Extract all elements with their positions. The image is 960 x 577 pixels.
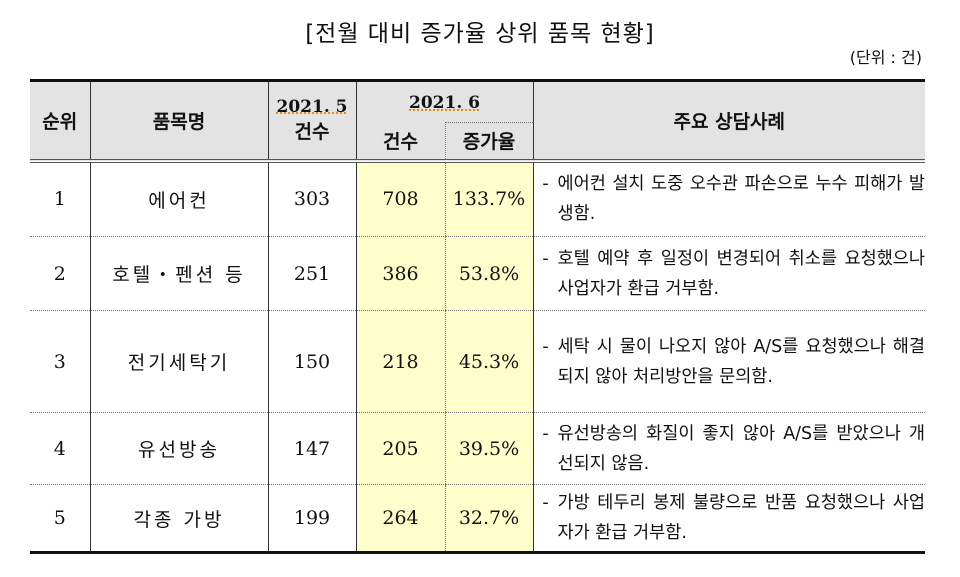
bullet-dash: - <box>542 174 549 195</box>
table-row: 1 에어컨 303 708 133.7% - 에어컨 설치 도중 오수관 파손으로… <box>30 160 926 237</box>
case-text: 가방 테두리 봉제 불량으로 반품 요청했으나 사업자가 환급 거부함. <box>557 493 926 543</box>
prev-count-label: 건수 <box>294 120 330 143</box>
increase-rate-cell: 133.7% <box>444 160 534 237</box>
increase-rate-table: 순위 품목명 2021. 5 건수 2021. 6 주요 상담사례 건수 증가율… <box>30 79 926 554</box>
table-row: 3 전기세탁기 150 218 45.3% - 세탁 시 물이 나오지 않아 A/… <box>30 310 926 413</box>
rank-cell: 2 <box>30 236 90 311</box>
table-row: 5 각종 가방 199 264 32.7% - 가방 테두리 봉제 불량으로 반품… <box>30 484 926 554</box>
increase-rate-cell: 53.8% <box>444 236 534 311</box>
case-cell: - 유선방송의 화질이 좋지 않아 A/S를 받았으나 개선되지 않음. <box>532 412 926 485</box>
table-row: 2 호텔・펜션 등 251 386 53.8% - 호텔 예약 후 일정이 변경되… <box>30 236 926 311</box>
item-cell: 각종 가방 <box>89 484 268 554</box>
table-row: 4 유선방송 147 205 39.5% - 유선방송의 화질이 좋지 않아 A/… <box>30 412 926 485</box>
rank-cell: 3 <box>30 310 90 413</box>
prev-month-label: 2021. 5 <box>276 96 348 117</box>
rank-cell: 1 <box>30 160 90 237</box>
curr-count-cell: 264 <box>355 484 445 554</box>
prev-count-cell: 251 <box>267 236 356 311</box>
curr-count-cell: 386 <box>355 236 445 311</box>
unit-label: (단위 : 건) <box>849 48 922 67</box>
item-cell: 에어컨 <box>89 160 268 237</box>
increase-rate-cell: 32.7% <box>444 484 534 554</box>
header-prev-month: 2021. 5 건수 <box>267 79 356 163</box>
bullet-dash: - <box>542 423 549 444</box>
header-cases: 주요 상담사례 <box>532 79 926 163</box>
prev-count-cell: 150 <box>267 310 356 413</box>
case-text: 세탁 시 물이 나오지 않아 A/S를 요청했으나 해결되지 않아 처리방안을 … <box>557 336 926 387</box>
item-cell: 유선방송 <box>89 412 268 485</box>
bullet-dash: - <box>542 493 549 513</box>
header-rank: 순위 <box>30 79 90 163</box>
curr-count-cell: 218 <box>355 310 445 413</box>
prev-count-cell: 147 <box>267 412 356 485</box>
curr-count-cell: 205 <box>355 412 445 485</box>
header-curr-month: 2021. 6 <box>355 79 534 123</box>
case-text: 에어컨 설치 도중 오수관 파손으로 누수 피해가 발생함. <box>557 174 926 225</box>
rank-cell: 4 <box>30 412 90 485</box>
case-text: 호텔 예약 후 일정이 변경되어 취소를 요청했으나 사업자가 환급 거부함. <box>557 248 926 299</box>
prev-count-cell: 199 <box>267 484 356 554</box>
case-cell: - 가방 테두리 봉제 불량으로 반품 요청했으나 사업자가 환급 거부함. <box>532 484 926 554</box>
prev-count-cell: 303 <box>267 160 356 237</box>
rank-cell: 5 <box>30 484 90 554</box>
increase-rate-cell: 45.3% <box>444 310 534 413</box>
page-title: [전월 대비 증가율 상위 품목 현황] <box>305 21 655 47</box>
case-cell: - 에어컨 설치 도중 오수관 파손으로 누수 피해가 발생함. <box>532 160 926 237</box>
bullet-dash: - <box>542 336 549 357</box>
header-increase-rate: 증가율 <box>444 122 534 163</box>
item-cell: 전기세탁기 <box>89 310 268 413</box>
header-item: 품목명 <box>89 79 268 163</box>
increase-rate-cell: 39.5% <box>444 412 534 485</box>
curr-month-label: 2021. 6 <box>409 93 480 113</box>
header-curr-count: 건수 <box>355 122 445 163</box>
item-cell: 호텔・펜션 등 <box>89 236 268 311</box>
case-cell: - 호텔 예약 후 일정이 변경되어 취소를 요청했으나 사업자가 환급 거부함. <box>532 236 926 311</box>
bullet-dash: - <box>542 248 549 269</box>
case-text: 유선방송의 화질이 좋지 않아 A/S를 받았으나 개선되지 않음. <box>557 423 926 474</box>
case-cell: - 세탁 시 물이 나오지 않아 A/S를 요청했으나 해결되지 않아 처리방안을… <box>532 310 926 413</box>
curr-count-cell: 708 <box>355 160 445 237</box>
